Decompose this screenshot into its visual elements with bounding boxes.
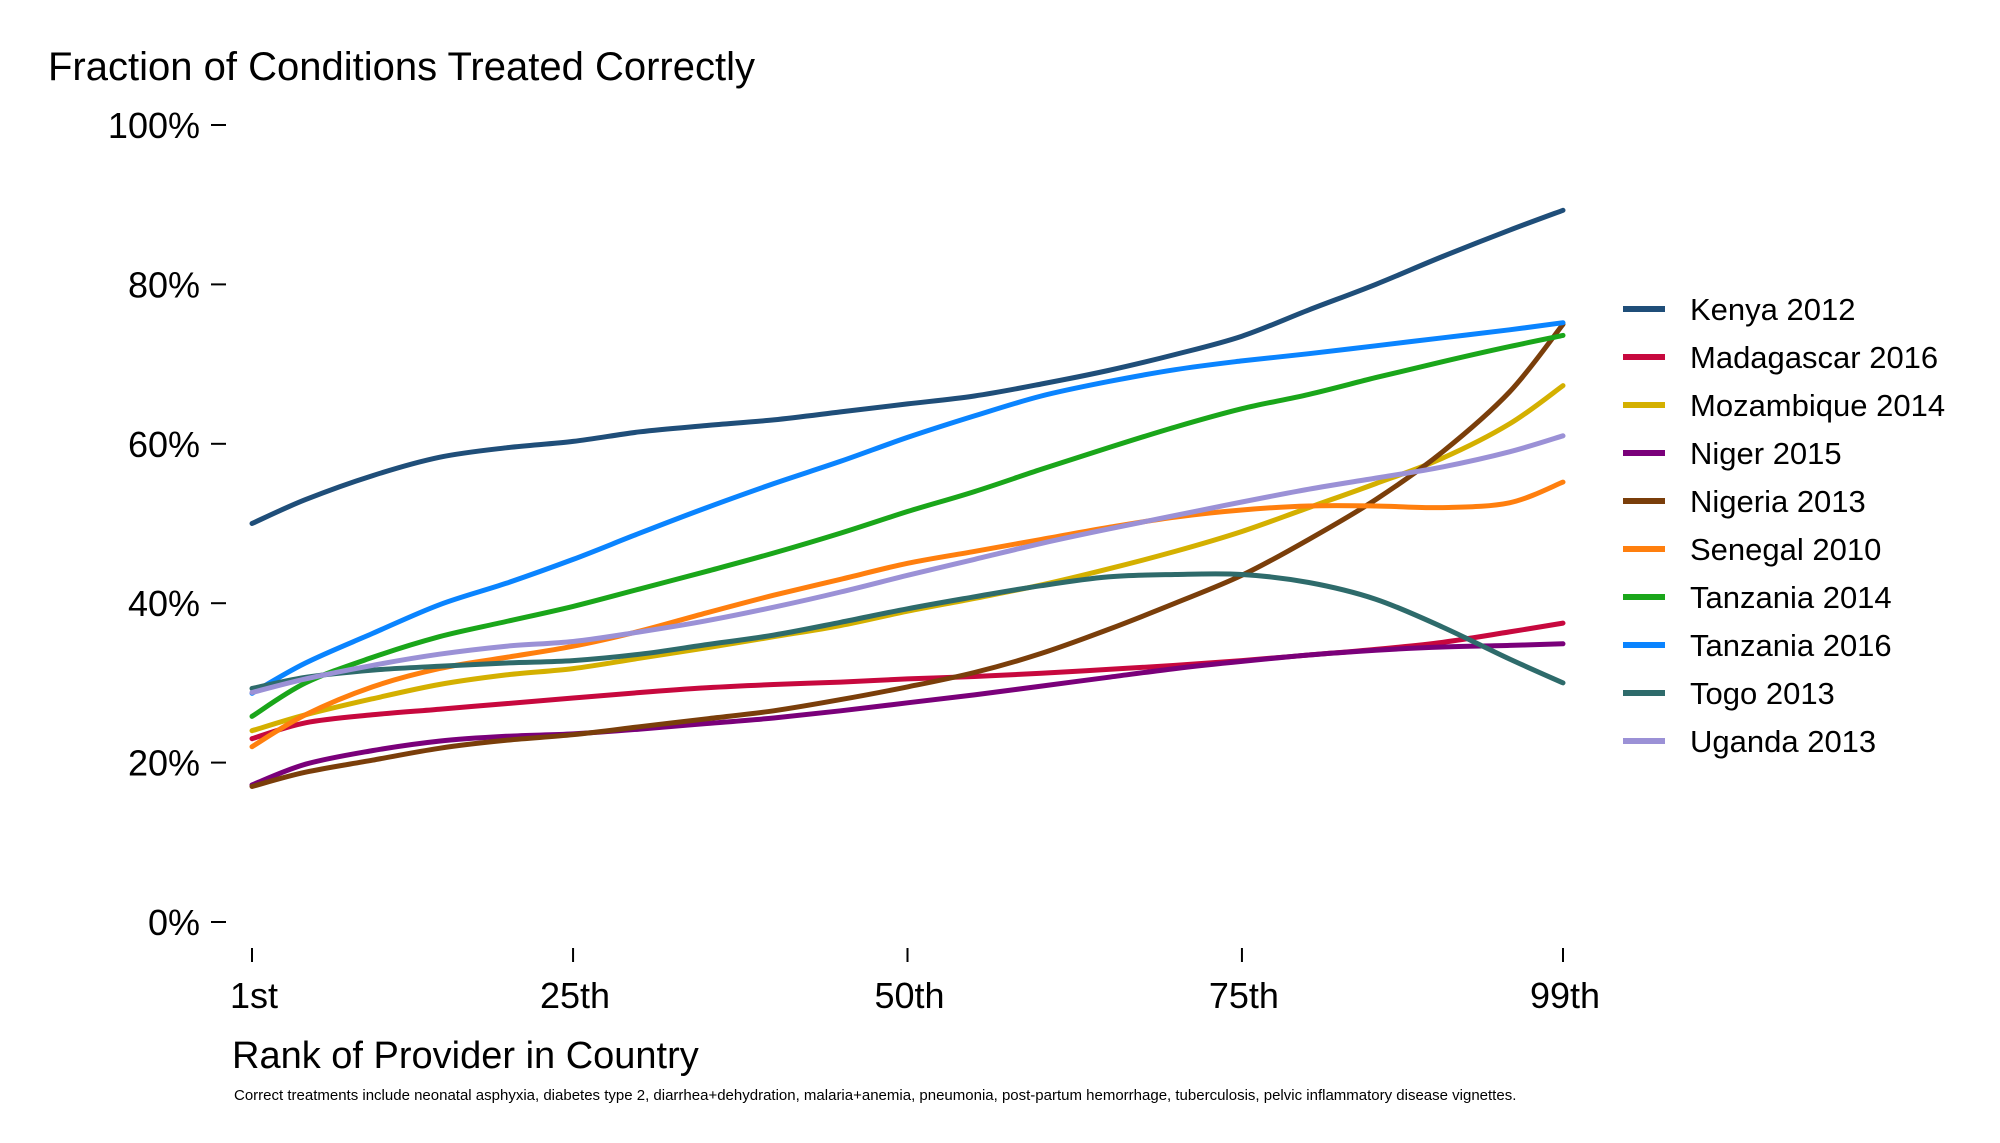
series-line-niger-2015 bbox=[249, 641, 1566, 788]
series-line-togo-2013 bbox=[249, 571, 1566, 691]
x-axis-label: Rank of Provider in Country bbox=[232, 1035, 699, 1077]
x-tick-label: 99th bbox=[1530, 975, 1600, 1016]
x-tick-label: 50th bbox=[874, 975, 944, 1016]
legend-label-kenya-2012: Kenya 2012 bbox=[1690, 292, 1855, 327]
chart-caption: Correct treatments include neonatal asph… bbox=[234, 1087, 1516, 1104]
legend-label-tanzania-2014: Tanzania 2014 bbox=[1690, 580, 1892, 615]
series-line-nigeria-2013 bbox=[249, 321, 1566, 789]
series-line-tanzania-2014 bbox=[249, 332, 1566, 719]
legend: Kenya 2012 Madagascar 2016 Mozambique 2014… bbox=[1623, 292, 1945, 759]
y-tick-label: 60% bbox=[128, 424, 200, 465]
x-tick-label: 25th bbox=[540, 975, 610, 1016]
y-tick-label: 0% bbox=[148, 902, 200, 943]
legend-label-niger-2015: Niger 2015 bbox=[1690, 436, 1842, 471]
legend-label-senegal-2010: Senegal 2010 bbox=[1690, 532, 1881, 567]
series-line-tanzania-2016 bbox=[249, 320, 1566, 696]
x-axis: 1st 25th 50th 75th 99th bbox=[230, 948, 1600, 1016]
y-axis: 0% 20% 40% 60% 80% 100% bbox=[108, 105, 226, 943]
plot-area bbox=[249, 207, 1566, 789]
series-line-uganda-2013 bbox=[249, 433, 1566, 695]
legend-label-madagascar-2016: Madagascar 2016 bbox=[1690, 340, 1938, 375]
legend-label-tanzania-2016: Tanzania 2016 bbox=[1690, 628, 1892, 663]
x-tick-label: 75th bbox=[1209, 975, 1279, 1016]
y-tick-label: 80% bbox=[128, 264, 200, 305]
y-tick-label: 40% bbox=[128, 583, 200, 624]
chart-title: Fraction of Conditions Treated Correctly bbox=[48, 45, 755, 89]
y-tick-label: 100% bbox=[108, 105, 200, 146]
legend-label-mozambique-2014: Mozambique 2014 bbox=[1690, 388, 1945, 423]
legend-label-uganda-2013: Uganda 2013 bbox=[1690, 724, 1876, 759]
y-tick-label: 20% bbox=[128, 743, 200, 784]
legend-label-togo-2013: Togo 2013 bbox=[1690, 676, 1835, 711]
x-tick-label: 1st bbox=[230, 975, 278, 1016]
series-line-kenya-2012 bbox=[249, 207, 1566, 526]
legend-label-nigeria-2013: Nigeria 2013 bbox=[1690, 484, 1866, 519]
